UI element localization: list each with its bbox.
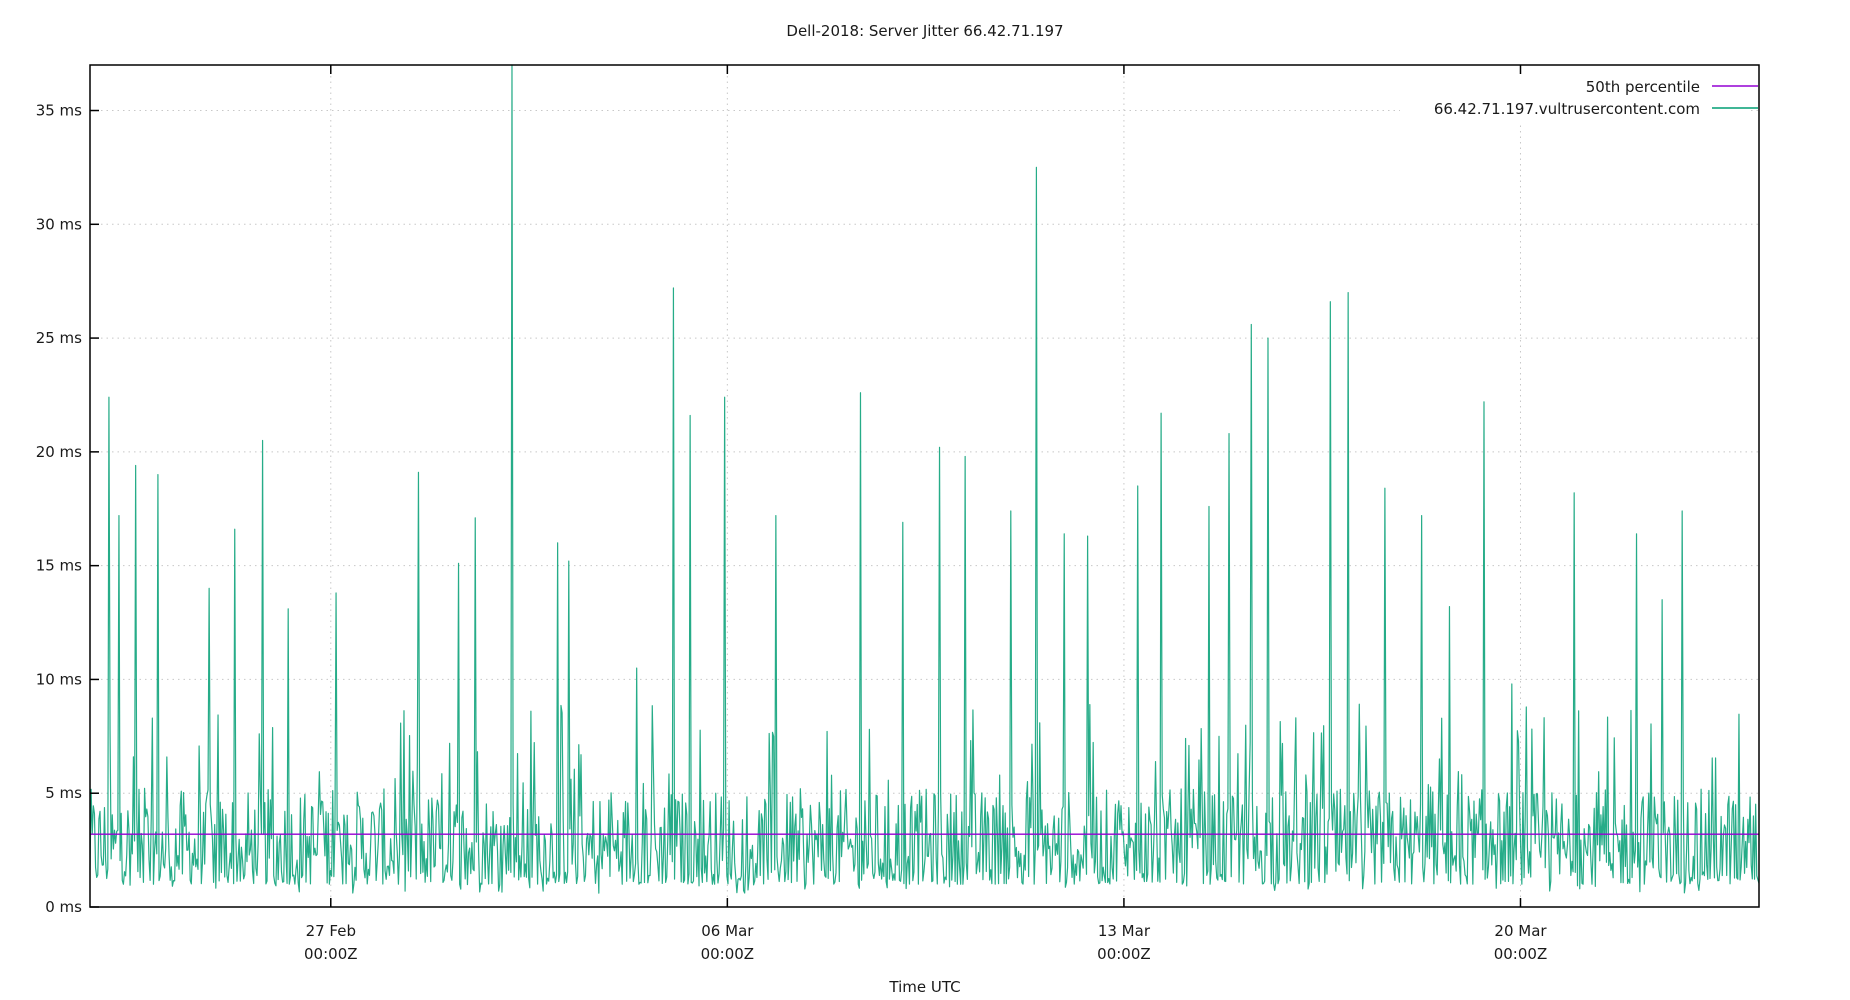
x-tick-label: 27 Feb: [306, 922, 356, 940]
x-tick-label: 20 Mar: [1494, 922, 1547, 940]
x-axis: 27 Feb 00:00Z 06 Mar 00:00Z 13 Mar 00:00Z 20 M…: [304, 65, 1547, 963]
x-axis-label: Time UTC: [889, 978, 961, 996]
y-tick-label: 0 ms: [45, 898, 82, 916]
chart-title: Dell-2018: Server Jitter 66.42.71.197: [786, 22, 1064, 40]
y-tick-label: 5 ms: [45, 784, 82, 802]
y-tick-label: 35 ms: [36, 102, 82, 120]
x-tick-sublabel: 00:00Z: [1494, 945, 1548, 963]
x-tick-sublabel: 00:00Z: [1097, 945, 1151, 963]
y-tick-label: 10 ms: [36, 670, 82, 688]
jitter-series-line: [89, 64, 1760, 894]
plot-border: [89, 64, 1760, 908]
x-tick-sublabel: 00:00Z: [701, 945, 755, 963]
x-tick-label: 13 Mar: [1098, 922, 1151, 940]
legend-label-median: 50th percentile: [1586, 78, 1700, 96]
x-tick-label: 06 Mar: [701, 922, 754, 940]
y-axis: 0 ms 5 ms 10 ms 15 ms 20 ms 25 ms 30 ms 35 ms: [36, 102, 99, 916]
y-tick-label: 25 ms: [36, 329, 82, 347]
y-tick-label: 30 ms: [36, 215, 82, 233]
legend-background: [1400, 75, 1750, 125]
y-tick-label: 15 ms: [36, 557, 82, 575]
legend-label-jitter: 66.42.71.197.vultrusercontent.com: [1434, 100, 1700, 118]
legend: 50th percentile 66.42.71.197.vultruserco…: [1400, 75, 1758, 125]
grid-lines: [90, 65, 1759, 907]
x-tick-sublabel: 00:00Z: [304, 945, 358, 963]
y-tick-label: 20 ms: [36, 443, 82, 461]
